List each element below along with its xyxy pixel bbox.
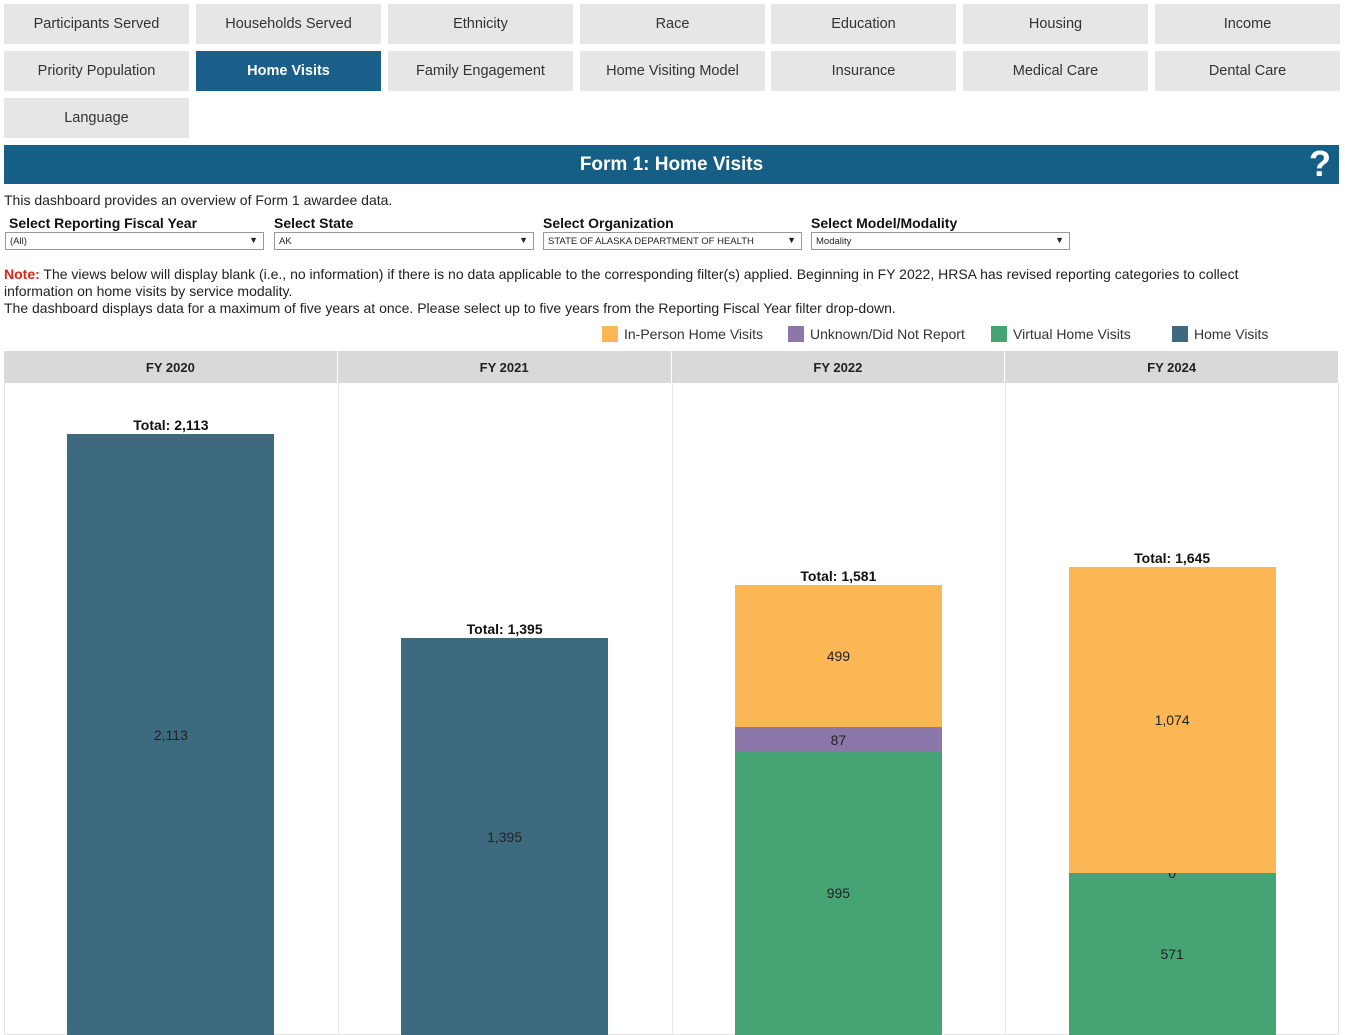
bar-value-label: 995: [826, 885, 851, 902]
organization-select[interactable]: STATE OF ALASKA DEPARTMENT OF HEALTH ▼: [543, 232, 802, 250]
page-banner: Form 1: Home Visits ?: [4, 145, 1339, 184]
help-icon[interactable]: ?: [1309, 143, 1331, 184]
bar-value-label: 1,074: [1154, 711, 1190, 728]
legend-label: Virtual Home Visits: [1013, 325, 1131, 342]
legend-item-unknown[interactable]: Unknown/Did Not Report: [788, 325, 965, 342]
bar-segment-virtual[interactable]: 995: [734, 751, 942, 1035]
dropdown-caret-icon: ▼: [249, 235, 258, 245]
tab-language[interactable]: Language: [4, 98, 189, 138]
model-modality-select[interactable]: Modality ▼: [811, 232, 1070, 250]
legend-label: Unknown/Did Not Report: [810, 325, 965, 342]
legend-item-home-visits[interactable]: Home Visits: [1172, 325, 1268, 342]
column-header-fy-2021: FY 2021: [337, 351, 672, 383]
tab-race[interactable]: Race: [580, 4, 765, 44]
filter-label-fiscal-year: Select Reporting Fiscal Year: [9, 215, 198, 231]
bar-segment-unknown[interactable]: 87: [734, 727, 942, 752]
column-divider: [1005, 383, 1007, 1035]
legend-swatch: [602, 325, 618, 342]
tab-dental-care[interactable]: Dental Care: [1155, 51, 1340, 91]
bar-value-label: 87: [830, 731, 847, 748]
page-title: Form 1: Home Visits: [579, 153, 764, 175]
bar-value-label: 571: [1160, 945, 1184, 962]
bar-value-label: 0: [1168, 864, 1177, 881]
bar-segment-home-visits[interactable]: 2,113: [67, 434, 275, 1035]
state-select[interactable]: AK ▼: [274, 232, 534, 250]
column-divider: [671, 383, 673, 1035]
tab-participants-served[interactable]: Participants Served: [4, 4, 189, 44]
bar-segment-in-person[interactable]: 499: [734, 585, 942, 728]
fiscal-year-value: (All): [10, 235, 27, 247]
bar-segment-in-person[interactable]: 1,074: [1068, 567, 1276, 873]
bar-value-label: 2,113: [153, 726, 188, 743]
tab-households-served[interactable]: Households Served: [196, 4, 381, 44]
legend-item-in-person[interactable]: In-Person Home Visits: [602, 325, 763, 342]
column-header-fy-2022: FY 2022: [671, 351, 1006, 383]
filter-label-organization: Select Organization: [543, 215, 674, 231]
fiscal-year-select[interactable]: (All) ▼: [5, 232, 264, 250]
organization-value: STATE OF ALASKA DEPARTMENT OF HEALTH: [548, 235, 754, 247]
bar-total-label: Total: 1,395: [466, 621, 543, 638]
filter-label-model-modality: Select Model/Modality: [811, 215, 958, 231]
tab-housing[interactable]: Housing: [963, 4, 1148, 44]
legend-item-virtual[interactable]: Virtual Home Visits: [991, 325, 1131, 342]
tab-home-visits[interactable]: Home Visits: [196, 51, 381, 91]
column-header-fy-2024: FY 2024: [1005, 351, 1339, 383]
intro-text: This dashboard provides an overview of F…: [4, 192, 393, 208]
dropdown-caret-icon: ▼: [787, 235, 796, 245]
legend-swatch: [991, 325, 1007, 342]
bar-value-label: 1,395: [487, 828, 523, 845]
tab-family-engagement[interactable]: Family Engagement: [388, 51, 573, 91]
bar-total-label: Total: 2,113: [133, 417, 209, 433]
bar-total-label: Total: 1,645: [1134, 550, 1211, 567]
column-divider: [337, 383, 339, 1035]
bar-segment-virtual[interactable]: 571: [1068, 872, 1276, 1035]
note-body: The views below will display blank (i.e.…: [4, 266, 1239, 299]
tab-priority-population[interactable]: Priority Population: [4, 51, 189, 91]
note-max-years: The dashboard displays data for a maximu…: [4, 300, 896, 316]
legend-label: In-Person Home Visits: [624, 325, 764, 342]
bar-segment-home-visits[interactable]: 1,395: [401, 638, 609, 1035]
tab-ethnicity[interactable]: Ethnicity: [388, 4, 573, 44]
tab-home-visiting-model[interactable]: Home Visiting Model: [580, 51, 765, 91]
dropdown-caret-icon: ▼: [519, 235, 528, 245]
bar-total-label: Total: 1,581: [800, 568, 877, 585]
legend-swatch: [1172, 325, 1188, 342]
home-visits-chart: FY 2020 2,113 Total: 2,113 FY 2021 1,395 Tota…: [4, 351, 1339, 1035]
dropdown-caret-icon: ▼: [1055, 235, 1064, 245]
note-text: Note: The views below will display blank…: [4, 266, 1304, 317]
legend-swatch: [788, 325, 804, 342]
filter-label-state: Select State: [274, 215, 354, 231]
model-modality-value: Modality: [816, 235, 852, 247]
legend-label: Home Visits: [1194, 325, 1269, 342]
tab-insurance[interactable]: Insurance: [771, 51, 956, 91]
tab-education[interactable]: Education: [771, 4, 956, 44]
state-value: AK: [279, 235, 292, 247]
bar-value-label: 499: [826, 648, 851, 665]
note-label: Note:: [4, 266, 40, 282]
tab-medical-care[interactable]: Medical Care: [963, 51, 1148, 91]
tab-income[interactable]: Income: [1155, 4, 1340, 44]
column-header-fy-2020: FY 2020: [4, 351, 338, 383]
